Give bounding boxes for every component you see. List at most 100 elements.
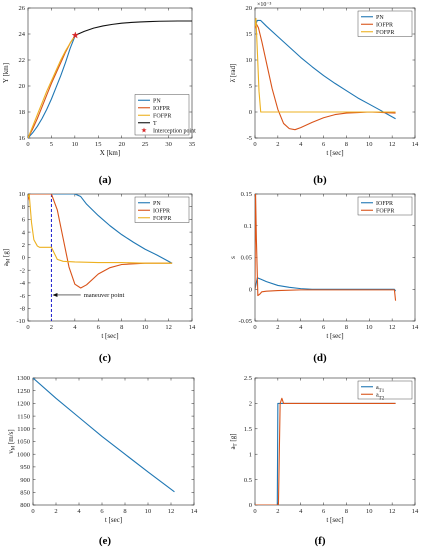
x-tick-label: 12 bbox=[165, 324, 172, 331]
plot-frame bbox=[27, 7, 193, 139]
y-tick-label: 0 bbox=[249, 286, 252, 293]
data-area bbox=[28, 194, 173, 321]
y-tick-label: 0.05 bbox=[241, 255, 252, 262]
x-axis-label: t [sec] bbox=[105, 516, 122, 524]
y-tick-label: 26 bbox=[19, 5, 26, 12]
x-tick-label: 4 bbox=[77, 508, 81, 515]
data-area bbox=[255, 17, 396, 131]
x-tick-label: 6 bbox=[322, 508, 326, 515]
series-line-iofpr bbox=[28, 34, 76, 138]
x-tick-label: 0 bbox=[26, 324, 29, 331]
plot-frame bbox=[32, 377, 195, 506]
axis-exponent-label: ×10⁻³ bbox=[257, 2, 272, 8]
x-tick-label: 10 bbox=[366, 141, 373, 148]
series-line-fofpr bbox=[28, 194, 173, 264]
annotation-label: maneuver point bbox=[84, 292, 125, 299]
caption-a: (a) bbox=[99, 174, 112, 186]
y-tick-label: 0 bbox=[22, 255, 25, 262]
x-tick-label: 0 bbox=[253, 508, 256, 515]
y-tick-label: 1100 bbox=[17, 426, 30, 433]
y-axis-label: s bbox=[229, 256, 237, 259]
data-area bbox=[28, 20, 192, 138]
x-tick-label: 6 bbox=[100, 508, 104, 515]
series-line-iofpr bbox=[28, 194, 173, 289]
series-line-fofpr bbox=[255, 17, 396, 113]
legend-label: PN bbox=[376, 15, 384, 21]
series-line-a-t2 bbox=[255, 397, 396, 505]
legend-label: aT1 bbox=[376, 385, 385, 394]
series-line-fofpr bbox=[255, 194, 397, 301]
y-tick-label: 22 bbox=[19, 57, 26, 64]
legend-box bbox=[357, 380, 413, 400]
x-tick-label: 2 bbox=[54, 508, 57, 515]
y-tick-label: -5 bbox=[247, 135, 252, 142]
x-tick-label: 15 bbox=[95, 141, 102, 148]
legend-label: PN bbox=[153, 98, 161, 104]
x-tick-label: 10 bbox=[366, 324, 373, 331]
x-tick-label: 0 bbox=[31, 508, 34, 515]
x-axis-label: t [sec] bbox=[326, 149, 343, 157]
x-tick-label: 12 bbox=[389, 324, 396, 331]
y-tick-label: -6 bbox=[20, 293, 26, 300]
x-tick-label: 14 bbox=[412, 141, 419, 148]
legend-label: FOFPR bbox=[153, 216, 171, 222]
y-tick-label: 900 bbox=[20, 477, 30, 484]
y-tick-label: 1000 bbox=[17, 451, 30, 458]
y-tick-label: 1250 bbox=[17, 388, 30, 395]
x-tick-label: 25 bbox=[142, 141, 149, 148]
legend-label: IOFPR bbox=[376, 22, 393, 28]
y-tick-label: 1200 bbox=[17, 401, 30, 408]
x-tick-label: 35 bbox=[189, 141, 196, 148]
legend-star-icon bbox=[141, 127, 147, 133]
x-tick-label: 0 bbox=[253, 141, 256, 148]
interception-point-marker bbox=[71, 31, 79, 39]
caption-b: (b) bbox=[313, 174, 327, 186]
x-tick-label: 0 bbox=[26, 141, 29, 148]
x-tick-label: 8 bbox=[345, 141, 348, 148]
x-tick-label: 2 bbox=[276, 508, 279, 515]
x-tick-label: 10 bbox=[145, 508, 152, 515]
data-area bbox=[255, 397, 396, 505]
y-tick-label: 10 bbox=[19, 191, 26, 198]
y-tick-label: 1300 bbox=[17, 375, 30, 382]
x-tick-label: 14 bbox=[191, 508, 198, 515]
series-line-pn bbox=[28, 35, 76, 138]
series-line-iofpr bbox=[255, 277, 397, 292]
x-tick-label: 30 bbox=[165, 141, 172, 148]
x-tick-label: 5 bbox=[50, 141, 53, 148]
y-tick-label: 1150 bbox=[17, 413, 30, 420]
y-tick-label: 2 bbox=[249, 401, 252, 408]
y-tick-label: 850 bbox=[20, 490, 30, 497]
y-tick-label: 8 bbox=[22, 204, 25, 211]
legend-label: IOFPR bbox=[153, 106, 170, 112]
series-line-iofpr bbox=[255, 23, 396, 131]
x-tick-label: 6 bbox=[97, 324, 101, 331]
y-tick-label: 1.5 bbox=[244, 426, 252, 433]
data-area bbox=[255, 194, 397, 301]
plot-frame bbox=[254, 377, 416, 506]
caption-d: (d) bbox=[313, 352, 327, 364]
series-line-fofpr bbox=[28, 34, 76, 138]
x-tick-label: 12 bbox=[168, 508, 175, 515]
y-tick-label: 10 bbox=[246, 57, 253, 64]
series-line-pn bbox=[28, 194, 173, 264]
series-line-t bbox=[75, 20, 192, 36]
series-line-pn bbox=[255, 19, 396, 120]
chart-panel-2: 0 2 4 6 8 10 12 14 -10 -8 -6 -4 -2 0 2 4 6 8 10 t [sec] aM [… bbox=[2, 191, 196, 340]
x-axis-label: t [sec] bbox=[326, 516, 343, 524]
y-tick-label: 0.5 bbox=[244, 477, 252, 484]
data-area bbox=[33, 378, 175, 493]
x-tick-label: 20 bbox=[118, 141, 125, 148]
legend-label: FOFPR bbox=[376, 30, 394, 36]
y-tick-label: 800 bbox=[20, 502, 30, 509]
y-tick-label: -10 bbox=[16, 318, 25, 325]
y-tick-label: 1050 bbox=[17, 439, 30, 446]
x-tick-label: 14 bbox=[189, 324, 196, 331]
y-tick-label: 5 bbox=[249, 83, 252, 90]
